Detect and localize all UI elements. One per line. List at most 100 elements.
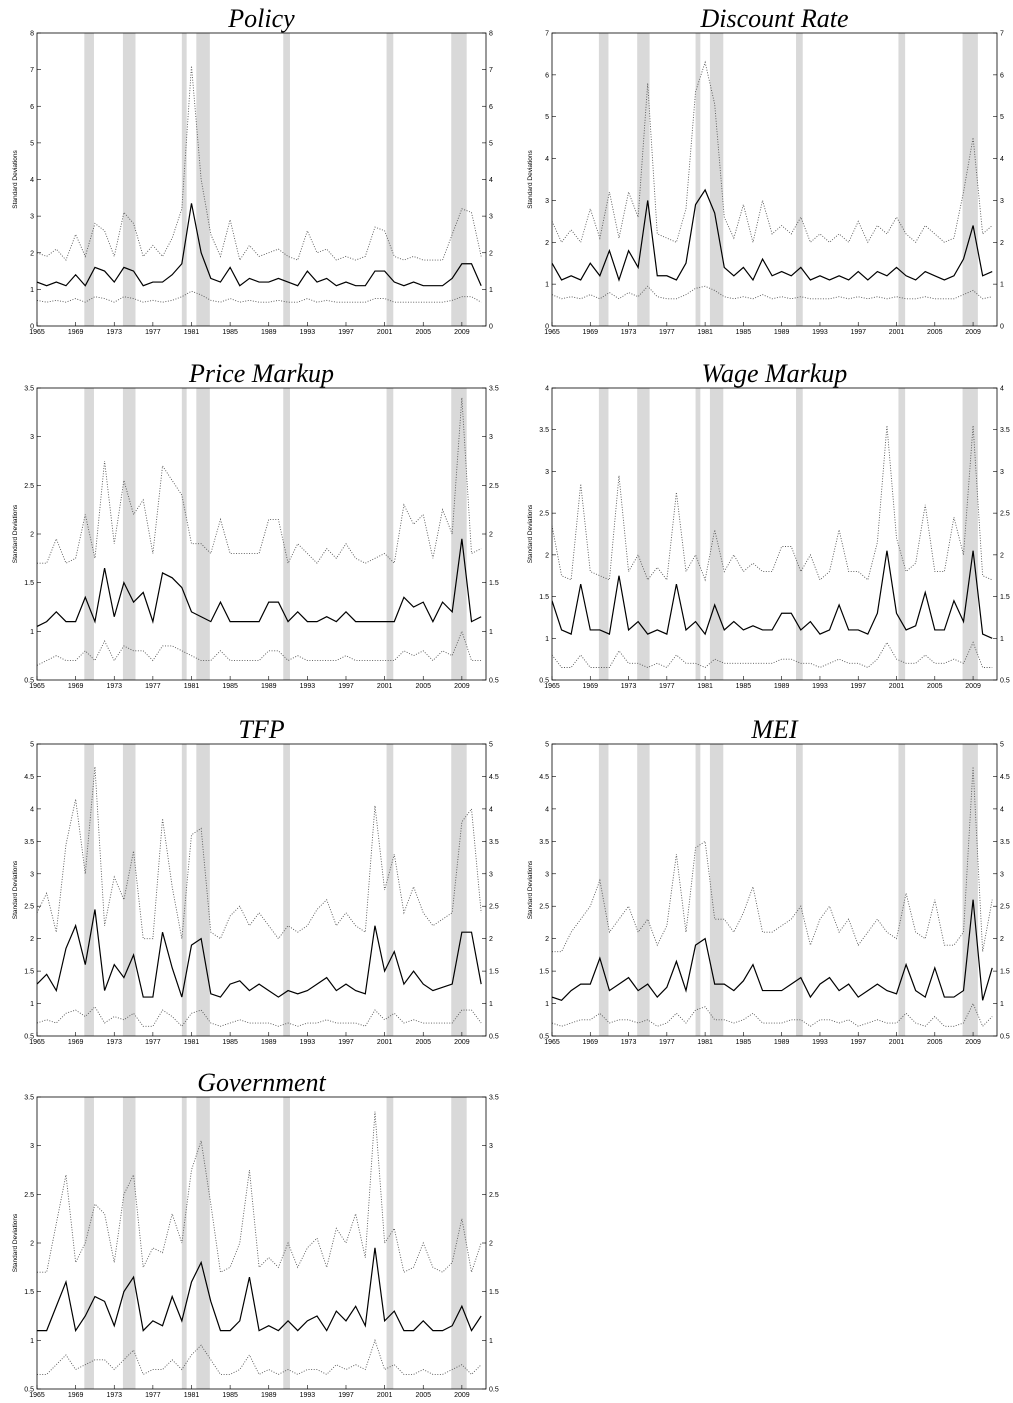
y-tick-label: 2.5 (24, 904, 34, 911)
x-tick-label: 1965 (544, 329, 560, 336)
median-line (552, 550, 993, 639)
y2-tick-label: 3 (1000, 871, 1004, 878)
x-tick-label: 1977 (145, 329, 161, 336)
recession-band (122, 388, 136, 680)
chart-title: TFP (238, 715, 284, 744)
y2-tick-label: 4.5 (1000, 774, 1010, 781)
y-tick-label: 1.5 (539, 969, 549, 976)
y-tick-label: 0.5 (24, 1034, 34, 1041)
recession-band (962, 33, 978, 326)
y2-tick-label: 2 (1000, 552, 1004, 559)
x-tick-label: 1981 (184, 329, 200, 336)
x-tick-label: 1965 (544, 683, 560, 690)
y2-tick-label: 0.5 (489, 1034, 499, 1041)
x-tick-label: 2001 (377, 683, 393, 690)
recession-band (84, 33, 94, 326)
recession-band (451, 388, 467, 680)
band-line (37, 1111, 482, 1273)
y2-tick-label: 6 (1000, 72, 1004, 79)
y2-tick-label: 3 (489, 434, 493, 441)
chart-panel: 0 0 1 1 2 2 3 3 4 4 5 5 6 6 7 7 1965 1969 1973 1977 1981 1985… (527, 4, 1004, 336)
y-tick-label: 3.5 (24, 839, 34, 846)
recession-band (181, 388, 187, 680)
x-tick-label: 1997 (338, 329, 354, 336)
chart-panel: 0.5 0.5 1 1 1.5 1.5 2 2 2.5 2.5 3 3 3.5 3.5 1965 1969 19… (12, 1068, 499, 1399)
y2-tick-label: 1.5 (489, 1289, 499, 1296)
band-line (552, 425, 993, 582)
recession-band (695, 388, 701, 680)
y2-tick-label: 2 (1000, 240, 1004, 247)
y-tick-label: 8 (30, 31, 34, 38)
y-tick-label: 4 (545, 806, 549, 813)
y2-tick-label: 2.5 (1000, 511, 1010, 518)
y-tick-label: 4 (30, 806, 34, 813)
recession-band (196, 1097, 210, 1389)
x-tick-label: 1969 (68, 329, 84, 336)
y2-tick-label: 0.5 (489, 1387, 499, 1394)
y-tick-label: 0.5 (24, 1387, 34, 1394)
x-tick-label: 1989 (774, 329, 790, 336)
chart-title: MEI (750, 715, 799, 744)
y-tick-label: 7 (545, 31, 549, 38)
recession-band (451, 33, 467, 326)
band-line (37, 1338, 482, 1376)
plot-frame (36, 743, 487, 1037)
y-tick-label: 2.5 (24, 1192, 34, 1199)
median-line (37, 203, 482, 287)
y-tick-label: 5 (545, 742, 549, 749)
band-line (37, 1006, 482, 1027)
x-tick-label: 1977 (145, 683, 161, 690)
recession-band (283, 744, 290, 1036)
x-tick-label: 1969 (582, 1039, 598, 1046)
x-tick-label: 1997 (850, 1039, 866, 1046)
y-tick-label: 3.5 (539, 427, 549, 434)
y2-tick-label: 5 (489, 140, 493, 147)
y-tick-label: 1.5 (24, 580, 34, 587)
y2-tick-label: 0.5 (1000, 1034, 1010, 1041)
y-tick-label: 1.5 (24, 969, 34, 976)
y-axis-label: Standard Deviations (12, 149, 19, 208)
recession-band (709, 388, 724, 680)
recession-band (283, 33, 290, 326)
recession-band (84, 744, 94, 1036)
x-tick-label: 1981 (184, 1039, 200, 1046)
x-tick-label: 1977 (145, 1392, 161, 1399)
x-tick-label: 2009 (454, 683, 470, 690)
y-tick-label: 2 (545, 936, 549, 943)
x-tick-label: 1965 (29, 683, 45, 690)
recession-band (283, 388, 290, 680)
recession-band (122, 1097, 136, 1389)
y2-tick-label: 1.5 (489, 969, 499, 976)
chart-panel: 0.5 0.5 1 1 1.5 1.5 2 2 2.5 2.5 3 3 3.5 3.5 4 4 4.5 4.5 5 5… (12, 715, 499, 1046)
y-tick-label: 3 (30, 1143, 34, 1150)
y2-tick-label: 0 (489, 324, 493, 331)
band-line (552, 60, 993, 244)
y2-tick-label: 3 (1000, 198, 1004, 205)
recession-band (181, 33, 187, 326)
y-tick-label: 5 (30, 140, 34, 147)
recession-band (196, 33, 210, 326)
recession-band (598, 33, 609, 326)
x-tick-label: 2009 (965, 683, 981, 690)
y2-tick-label: 1 (489, 1338, 493, 1345)
band-line (37, 290, 482, 303)
y-tick-label: 1.5 (539, 594, 549, 601)
x-tick-label: 2001 (889, 1039, 905, 1046)
y2-tick-label: 0.5 (489, 678, 499, 685)
x-tick-label: 2005 (415, 1392, 431, 1399)
plot-area (552, 744, 993, 1036)
median-line (552, 899, 993, 1001)
y-tick-label: 6 (30, 104, 34, 111)
y2-tick-label: 1 (1000, 636, 1004, 643)
y-tick-label: 7 (30, 67, 34, 74)
x-tick-label: 2001 (889, 329, 905, 336)
y2-tick-label: 3.5 (1000, 839, 1010, 846)
y2-tick-label: 2.5 (489, 904, 499, 911)
plot-area (37, 388, 482, 680)
x-tick-label: 1973 (621, 1039, 637, 1046)
recession-band (386, 388, 394, 680)
chart-panel: 0.5 0.5 1 1 1.5 1.5 2 2 2.5 2.5 3 3 3.5 3.5 4 4 1965 1969… (527, 359, 1010, 690)
x-tick-label: 1981 (697, 329, 713, 336)
x-tick-label: 1973 (621, 683, 637, 690)
recession-band (451, 744, 467, 1036)
